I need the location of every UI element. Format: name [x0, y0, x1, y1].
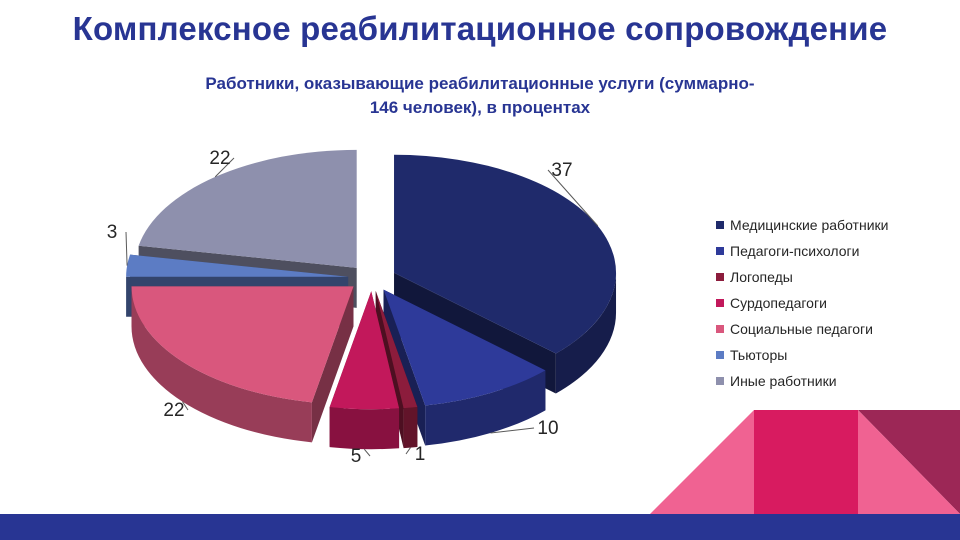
footer-bar [0, 514, 960, 540]
pie-slice [329, 291, 400, 450]
data-label: 5 [351, 446, 362, 467]
legend-label: Педагоги-психологи [730, 243, 860, 259]
corner-decoration [650, 410, 960, 514]
decor-square-middle [754, 410, 858, 514]
legend-item: Иные работники [716, 368, 956, 394]
leader-line [490, 427, 535, 434]
data-label: 22 [163, 400, 184, 421]
legend-item: Логопеды [716, 264, 956, 290]
data-label: 1 [415, 444, 426, 465]
chart-title-line-2: 146 человек), в процентах [369, 98, 591, 117]
legend-item: Сурдопедагоги [716, 290, 956, 316]
chart-title-line-1: Работники, оказывающие реабилитационные … [205, 74, 755, 93]
leader-line [125, 231, 128, 266]
pie-slice [131, 286, 354, 443]
data-label: 3 [107, 222, 118, 243]
legend-label: Иные работники [730, 373, 837, 389]
leader-line [405, 447, 411, 455]
legend-label: Логопеды [730, 269, 793, 285]
decor-triangle-left [650, 410, 754, 514]
legend-swatch [716, 221, 724, 229]
chart-legend: Медицинские работники Педагоги-психологи… [716, 212, 956, 394]
legend-item: Педагоги-психологи [716, 238, 956, 264]
legend-swatch [716, 273, 724, 281]
leader-line [363, 448, 371, 457]
chart-title: Работники, оказывающие реабилитационные … [120, 72, 840, 120]
legend-swatch [716, 247, 724, 255]
data-label: 22 [209, 148, 230, 169]
decor-triangle-right [858, 410, 960, 514]
data-label: 37 [551, 160, 572, 181]
leader-line [547, 169, 599, 227]
leader-line [182, 401, 189, 411]
legend-label: Тьюторы [730, 347, 788, 363]
slide-title: Комплексное реабилитационное сопровожден… [72, 10, 888, 47]
legend-swatch [716, 299, 724, 307]
legend-swatch [716, 351, 724, 359]
legend-item: Социальные педагоги [716, 316, 956, 342]
leader-line [214, 157, 235, 178]
legend-label: Социальные педагоги [730, 321, 873, 337]
legend-label: Медицинские работники [730, 217, 889, 233]
legend-item: Медицинские работники [716, 212, 956, 238]
pie-chart: 37 10 1 5 22 3 22 [107, 148, 617, 467]
legend-swatch [716, 325, 724, 333]
legend-swatch [716, 377, 724, 385]
data-label: 10 [537, 418, 558, 439]
legend-item: Тьюторы [716, 342, 956, 368]
legend-label: Сурдопедагоги [730, 295, 827, 311]
